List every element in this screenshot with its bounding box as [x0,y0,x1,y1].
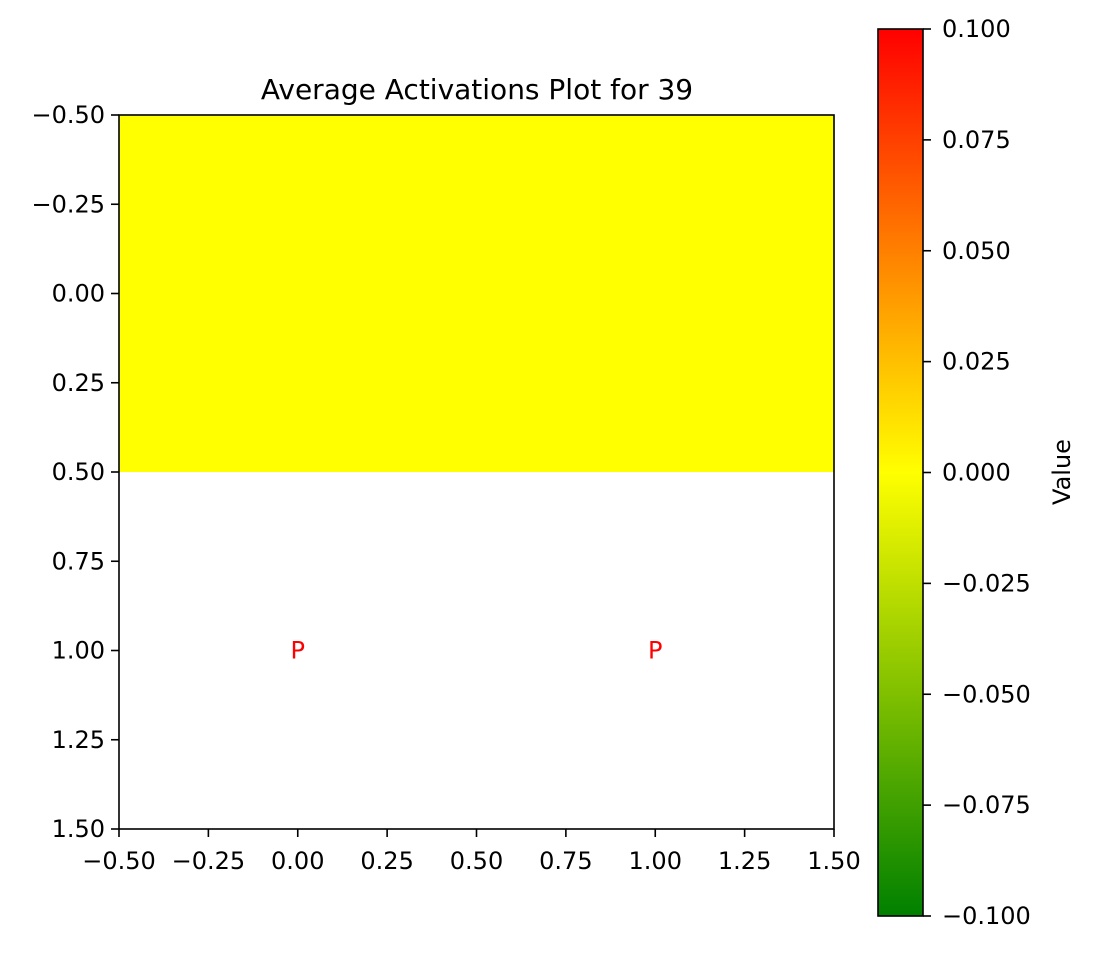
y-tick-label: −0.25 [31,190,105,218]
y-axis: −0.50 −0.25 0.00 0.25 0.50 0.75 1.00 1.25 1.50 [31,101,119,843]
colorbar-tick-label: −0.075 [942,791,1031,819]
colorbar-axis: −0.100 −0.075 −0.050 −0.025 0.000 0.025 0.050 0… [923,15,1031,930]
x-tick-label: 0.25 [360,847,413,875]
y-tick-label: 0.25 [52,369,105,397]
colorbar-label: Value [1048,439,1076,505]
x-tick-label: 0.75 [539,847,592,875]
colorbar-tick-label: −0.025 [942,569,1031,597]
heatmap-cell-1-1 [476,472,835,830]
y-tick-label: 1.25 [52,726,105,754]
x-tick-label: 0.00 [271,847,324,875]
chart-title: Average Activations Plot for 39 [261,73,693,106]
y-tick-label: 1.50 [52,815,105,843]
colorbar-tick-label: 0.050 [942,237,1011,265]
colorbar-tick-label: 0.025 [942,348,1011,376]
colorbar-tick-label: −0.050 [942,680,1031,708]
y-tick-label: 0.00 [52,280,105,308]
heatmap-cells [119,115,835,830]
y-tick-label: 0.75 [52,547,105,575]
colorbar-tick-label: 0.000 [942,459,1011,487]
y-tick-label: −0.50 [31,101,105,129]
colorbar-tick-label: 0.100 [942,15,1011,43]
x-tick-label: 1.50 [807,847,860,875]
heatmap-cell-0-0 [119,115,477,473]
colorbar-tick-label: 0.075 [942,126,1011,154]
heatmap-cell-0-1 [476,115,835,473]
x-tick-label: −0.25 [172,847,246,875]
y-tick-label: 0.50 [52,458,105,486]
x-tick-label: 1.00 [629,847,682,875]
x-tick-label: 0.50 [450,847,503,875]
annotation-label: P [291,637,305,665]
annotation-label: P [648,637,662,665]
heatmap-cell-1-0 [119,472,477,830]
y-tick-label: 1.00 [52,637,105,665]
x-axis: −0.50 −0.25 0.00 0.25 0.50 0.75 1.00 1.25 1.50 [82,829,861,875]
colorbar [877,28,924,917]
colorbar-tick-label: −0.100 [942,902,1031,930]
x-tick-label: 1.25 [718,847,771,875]
x-tick-label: −0.50 [82,847,156,875]
